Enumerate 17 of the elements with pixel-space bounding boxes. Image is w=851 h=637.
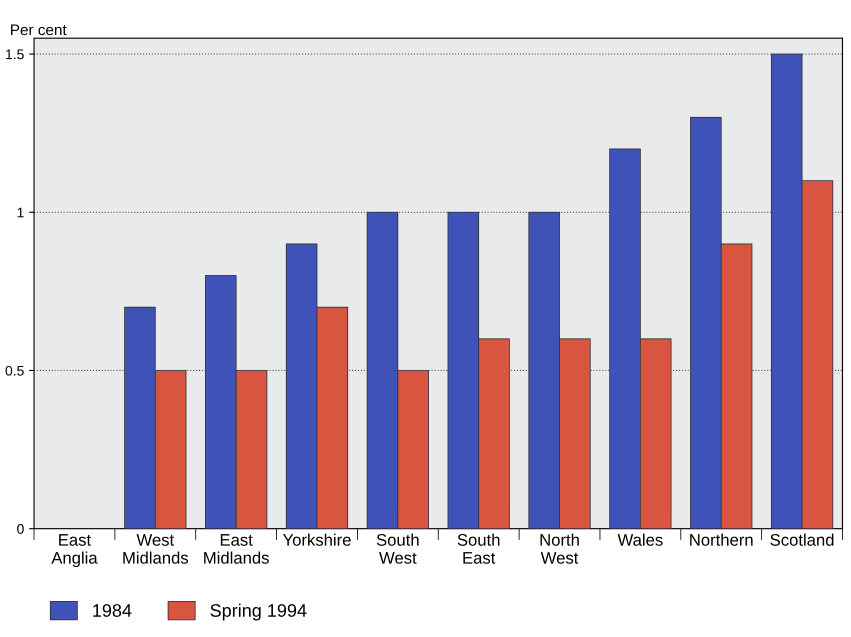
y-axis-title: Per cent (11, 24, 67, 36)
x-tick-label: Scotland (770, 534, 834, 546)
x-tick-label: South East (458, 534, 500, 564)
x-tick-label: North West (540, 534, 579, 564)
x-tick-label: Yorkshire (282, 534, 351, 546)
y-tick-label: 0 (17, 524, 24, 534)
x-tick-label: East Midlands (204, 534, 269, 564)
y-tick-label: 1 (18, 208, 24, 218)
y-tick-label: 0.5 (6, 366, 24, 376)
x-tick-label: Northern (690, 534, 753, 546)
x-tick-label: South West (376, 534, 419, 564)
x-tick-label: East Anglia (51, 534, 98, 568)
legend-label: 1984 (93, 604, 132, 617)
legend-label: Spring 1994 (210, 604, 306, 620)
y-tick-label: 1.5 (6, 50, 24, 60)
x-tick-label: West Midlands (123, 534, 188, 564)
x-tick-label: Wales (618, 534, 663, 546)
